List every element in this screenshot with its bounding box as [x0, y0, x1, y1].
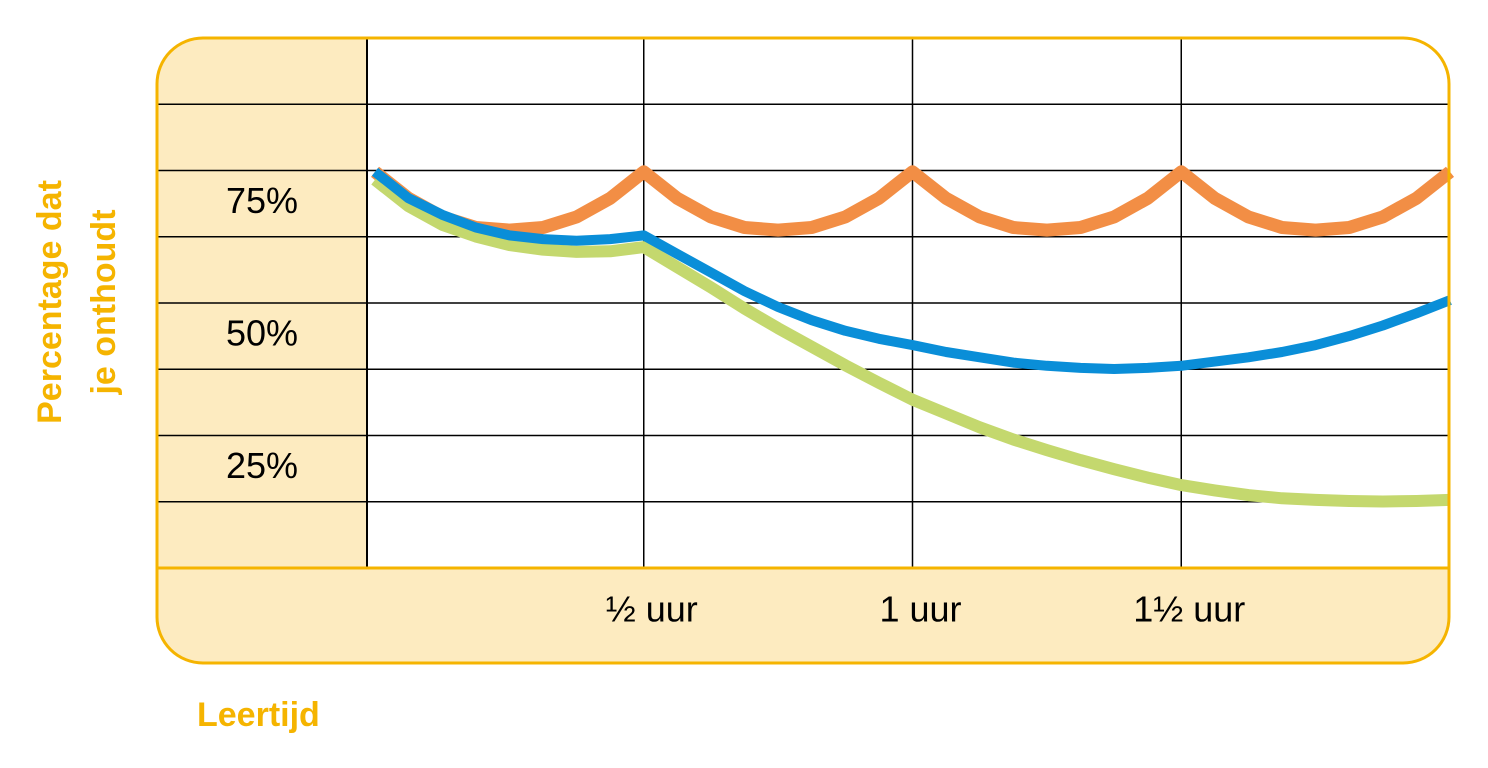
- y-tick-label: 25%: [226, 445, 298, 486]
- x-tick-label: ½ uur: [606, 589, 698, 630]
- series-line: [370, 165, 1455, 237]
- y-axis-label: je onthoudt: [85, 209, 123, 395]
- x-axis-label: Leertijd: [197, 696, 320, 734]
- x-tick-label: 1 uur: [879, 589, 961, 630]
- series-line: [371, 175, 1451, 508]
- x-tick-label: 1½ uur: [1133, 589, 1245, 630]
- series-line: [371, 167, 1452, 374]
- panel-border: [155, 36, 1451, 665]
- y-axis-label: Percentage dat: [31, 180, 69, 424]
- y-tick-label: 75%: [226, 180, 298, 221]
- y-tick-label: 50%: [226, 313, 298, 354]
